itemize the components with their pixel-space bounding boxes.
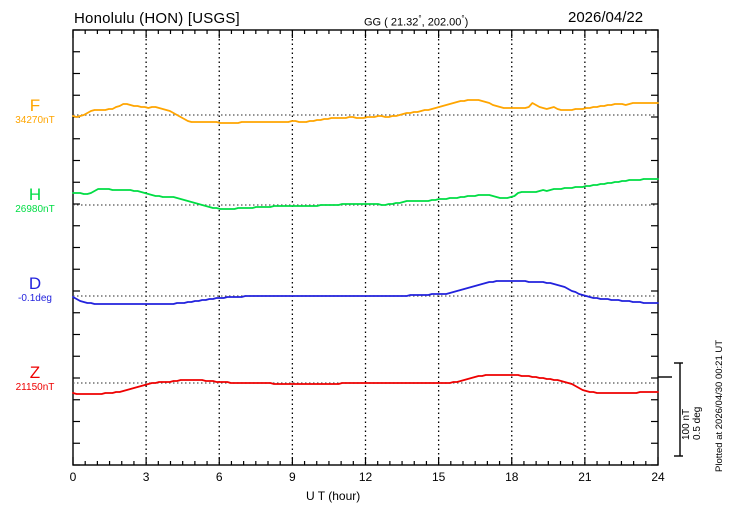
component-letter-h: H bbox=[28, 185, 42, 204]
component-baseline-f: 34270nT bbox=[15, 115, 55, 126]
axis-ticks bbox=[72, 29, 659, 466]
baseline-lines bbox=[73, 114, 658, 384]
observation-date: 2026/04/22 bbox=[568, 9, 644, 26]
x-axis-tick-label: 3 bbox=[142, 470, 150, 484]
component-label-d: D -0.1deg bbox=[0, 275, 70, 305]
x-axis-tick-label: 18 bbox=[505, 470, 519, 484]
component-label-z: Z 21150nT bbox=[0, 364, 70, 394]
plotted-at-timestamp: Plotted at 2026/04/30 00:21 UT bbox=[714, 339, 725, 472]
component-letter-f: F bbox=[29, 96, 41, 115]
grid-lines bbox=[145, 30, 586, 465]
x-axis-tick-label: 9 bbox=[289, 470, 296, 484]
x-axis-title: U T (hour) bbox=[306, 489, 361, 503]
component-baseline-h: 26980nT bbox=[15, 204, 55, 215]
coords-mid: , 202.00 bbox=[421, 16, 462, 29]
geographic-coordinates: GG ( 21.32°, 202.00°) bbox=[364, 14, 468, 29]
x-axis-tick-label: 15 bbox=[431, 470, 446, 484]
component-letter-z: Z bbox=[29, 363, 41, 382]
page-title: Honolulu (HON) [USGS] bbox=[74, 10, 240, 27]
degree-icon: ° bbox=[418, 14, 422, 23]
coords-prefix: GG ( 21.32 bbox=[364, 16, 419, 29]
scale-bar-label-deg: 0.5 deg bbox=[692, 406, 703, 440]
x-axis-tick-label: 24 bbox=[651, 470, 665, 484]
x-axis-tick-label: 0 bbox=[69, 470, 77, 484]
x-axis-tick-label: 12 bbox=[358, 470, 373, 484]
scale-bar-label-nt: 100 nT bbox=[681, 408, 692, 440]
degree-icon: ° bbox=[461, 14, 465, 23]
coords-suffix: ) bbox=[464, 16, 469, 29]
component-baseline-z: 21150nT bbox=[15, 382, 55, 393]
scale-bar bbox=[658, 362, 683, 457]
data-series bbox=[72, 99, 659, 395]
x-axis-tick-label: 21 bbox=[578, 470, 592, 484]
component-letter-d: D bbox=[28, 274, 42, 293]
component-label-h: H 26980nT bbox=[0, 186, 70, 216]
x-axis-tick-label: 6 bbox=[215, 470, 223, 484]
component-label-f: F 34270nT bbox=[0, 97, 70, 127]
component-baseline-d: -0.1deg bbox=[18, 293, 52, 304]
